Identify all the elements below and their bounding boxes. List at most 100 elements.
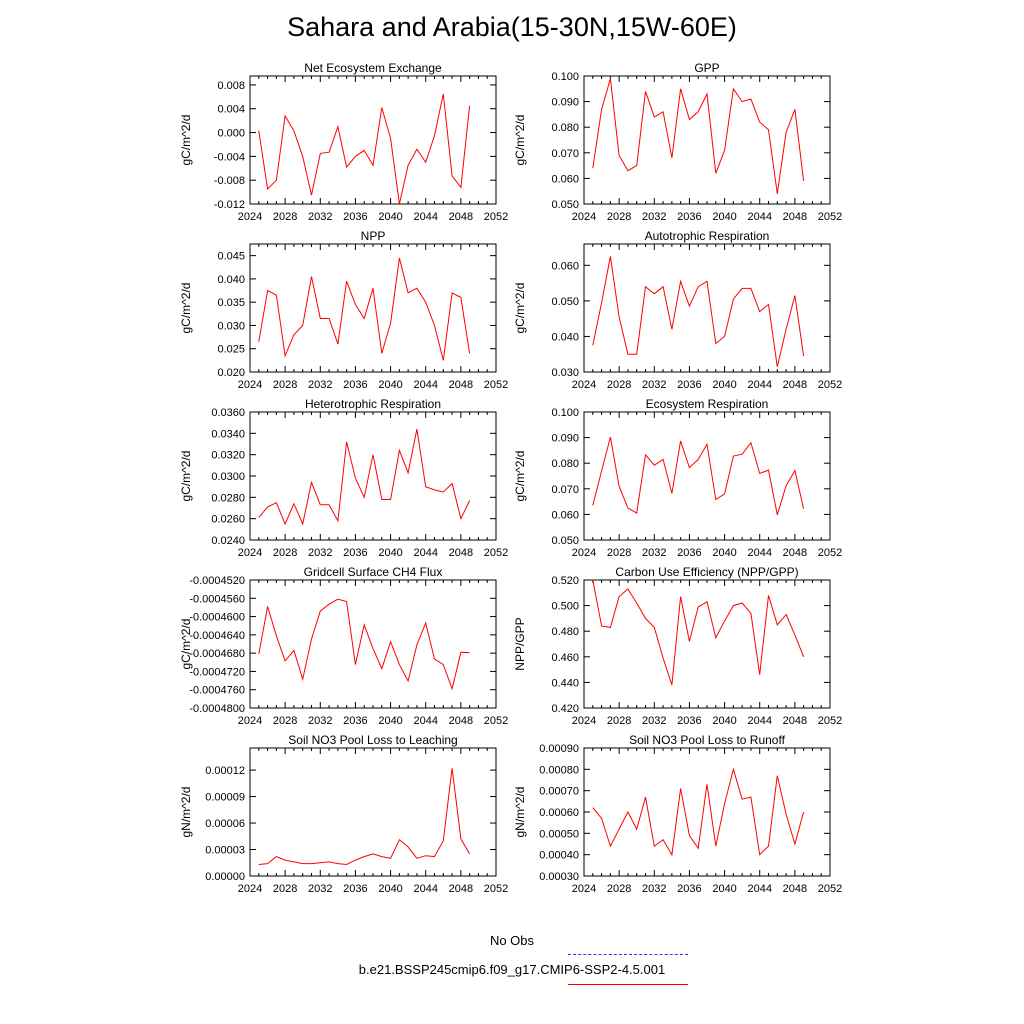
y-tick-label: 0.090 — [551, 97, 579, 109]
x-tick-label: 2024 — [572, 547, 596, 559]
figure-title: Sahara and Arabia(15-30N,15W-60E) — [287, 12, 737, 42]
x-tick-label: 2052 — [818, 211, 842, 223]
x-tick-label: 2044 — [747, 547, 771, 559]
x-tick-label: 2036 — [677, 547, 701, 559]
x-tick-label: 2036 — [343, 715, 367, 727]
y-axis-label: gN/m^2/d — [179, 787, 193, 838]
y-tick-label: 0.030 — [551, 367, 579, 379]
y-tick-label: 0.00003 — [205, 845, 245, 857]
panel-title: Net Ecosystem Exchange — [304, 61, 442, 75]
y-tick-label: 0.050 — [551, 535, 579, 547]
y-axis-label: gC/m^2/d — [179, 283, 193, 334]
y-tick-label: 0.00040 — [539, 850, 579, 862]
x-tick-label: 2040 — [378, 211, 402, 223]
x-tick-label: 2036 — [343, 547, 367, 559]
y-axis-label: gC/m^2/d — [513, 283, 527, 334]
y-tick-label: 0.00090 — [539, 743, 579, 755]
x-tick-label: 2048 — [783, 547, 807, 559]
plot-frame — [249, 579, 497, 709]
x-tick-label: 2024 — [572, 379, 596, 391]
chart-panel: Soil NO3 Pool Loss to Leaching 2024 2028 20… — [179, 733, 508, 895]
x-tick-label: 2028 — [607, 715, 631, 727]
x-tick-label: 2048 — [783, 379, 807, 391]
y-tick-label: 0.008 — [217, 80, 245, 92]
x-tick-label: 2036 — [677, 715, 701, 727]
y-tick-label: 0.00080 — [539, 764, 579, 776]
y-axis-label: gC/m^2/d — [513, 115, 527, 166]
y-axis-label: gC/m^2/d — [179, 115, 193, 166]
y-axis-label: gC/m^2/d — [513, 451, 527, 502]
x-tick-label: 2028 — [607, 211, 631, 223]
y-tick-label: 0.0320 — [211, 450, 245, 462]
x-tick-label: 2036 — [343, 379, 367, 391]
x-tick-label: 2048 — [449, 547, 473, 559]
y-tick-label: -0.0004680 — [189, 648, 245, 660]
x-tick-label: 2048 — [783, 211, 807, 223]
series-line — [258, 257, 471, 361]
y-tick-label: 0.060 — [551, 509, 579, 521]
y-tick-label: -0.004 — [214, 151, 245, 163]
x-tick-label: 2032 — [308, 379, 332, 391]
y-tick-label: 0.0240 — [211, 535, 245, 547]
x-tick-label: 2044 — [747, 715, 771, 727]
x-tick-label: 2036 — [677, 883, 701, 895]
y-tick-label: 0.050 — [551, 199, 579, 211]
y-tick-label: 0.070 — [551, 484, 579, 496]
panel-title: Autotrophic Respiration — [645, 229, 770, 243]
y-tick-label: -0.0004800 — [189, 703, 245, 715]
x-tick-label: 2040 — [712, 715, 736, 727]
chart-panel: GPP 2024 2028 2032 2036 2040 2044 2048 2052 0.050… — [513, 61, 842, 223]
chart-panel: Carbon Use Efficiency (NPP/GPP) 2024 2028 2… — [513, 565, 842, 727]
x-tick-label: 2032 — [642, 211, 666, 223]
y-axis-label: gC/m^2/d — [179, 619, 193, 670]
plot-frame — [249, 747, 497, 877]
x-tick-label: 2028 — [273, 547, 297, 559]
legend-obs-line — [568, 954, 688, 955]
x-tick-label: 2024 — [238, 211, 262, 223]
series-line — [258, 598, 470, 691]
x-tick-label: 2040 — [378, 715, 402, 727]
plot-frame — [249, 243, 497, 373]
x-tick-label: 2024 — [238, 715, 262, 727]
x-tick-label: 2044 — [747, 211, 771, 223]
x-tick-label: 2044 — [413, 715, 437, 727]
x-tick-label: 2048 — [449, 379, 473, 391]
panel-title: GPP — [694, 61, 719, 75]
x-tick-label: 2024 — [572, 883, 596, 895]
x-tick-label: 2052 — [818, 883, 842, 895]
legend-model-line — [568, 984, 688, 985]
chart-panel: Net Ecosystem Exchange 2024 2028 2032 2036 20… — [179, 61, 508, 223]
series-line — [592, 78, 805, 194]
x-tick-label: 2036 — [343, 883, 367, 895]
y-tick-label: 0.080 — [551, 458, 579, 470]
y-tick-label: 0.0260 — [211, 514, 245, 526]
x-tick-label: 2052 — [818, 715, 842, 727]
y-tick-label: -0.0004760 — [189, 685, 245, 697]
panel-title: Carbon Use Efficiency (NPP/GPP) — [615, 565, 798, 579]
plot-frame — [583, 243, 831, 373]
y-tick-label: 0.00012 — [205, 765, 245, 777]
y-tick-label: 0.0340 — [211, 428, 245, 440]
y-tick-label: 0.0280 — [211, 492, 245, 504]
y-tick-label: 0.040 — [217, 274, 245, 286]
y-axis-label: NPP/GPP — [513, 617, 527, 670]
y-tick-label: 0.000 — [217, 128, 245, 140]
x-tick-label: 2028 — [607, 547, 631, 559]
x-tick-label: 2024 — [238, 547, 262, 559]
plot-frame — [583, 411, 831, 541]
x-tick-label: 2044 — [413, 547, 437, 559]
y-tick-label: 0.420 — [551, 703, 579, 715]
y-axis-label: gC/m^2/d — [179, 451, 193, 502]
series-line — [258, 768, 471, 866]
x-tick-label: 2052 — [818, 379, 842, 391]
panel-title: Heterotrophic Respiration — [305, 397, 441, 411]
chart-panel: Autotrophic Respiration 2024 2028 2032 2036 2… — [513, 229, 842, 391]
chart-panel: Soil NO3 Pool Loss to Runoff 2024 2028 2032… — [513, 733, 842, 895]
y-tick-label: 0.00030 — [539, 871, 579, 883]
x-tick-label: 2024 — [238, 883, 262, 895]
y-tick-label: 0.020 — [217, 367, 245, 379]
chart-panel: NPP 2024 2028 2032 2036 2040 2044 2048 2052 0.020… — [179, 229, 508, 391]
y-tick-label: 0.060 — [551, 260, 579, 272]
series-line — [592, 256, 805, 367]
